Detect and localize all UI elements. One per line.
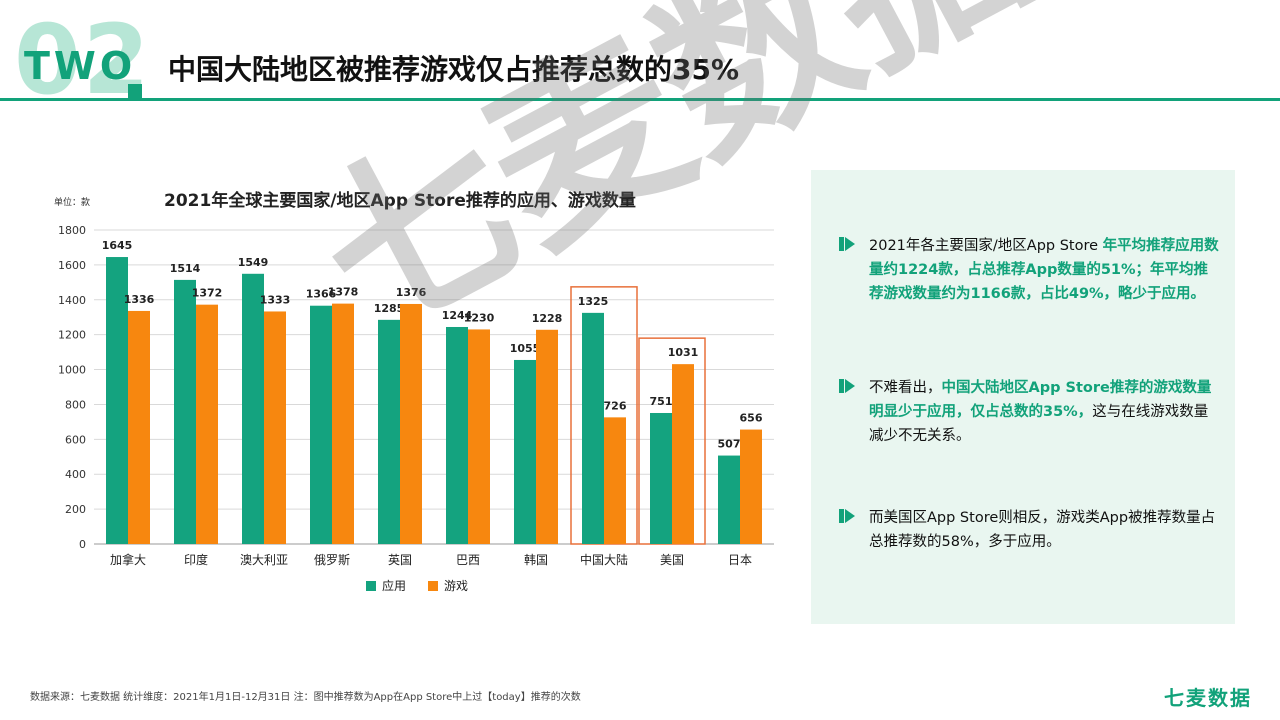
page-header: 02 TWO 中国大陆地区被推荐游戏仅占推荐总数的35% (0, 0, 1280, 108)
bar-value-label: 656 (740, 412, 763, 425)
bar (582, 312, 604, 544)
bar (718, 455, 740, 544)
bar (106, 257, 128, 544)
insight-text-1: 2021年各主要国家/地区App Store 年平均推荐应用数量约1224款，占… (869, 234, 1219, 306)
insight-text-segment: 年平均推荐应用数量约1224款，占总推荐App数量的51%；年平均推荐游戏数量约… (869, 238, 1219, 302)
bar (468, 329, 490, 544)
bar-value-label: 1055 (510, 342, 541, 355)
insight-panel: 2021年各主要国家/地区App Store 年平均推荐应用数量约1224款，占… (811, 170, 1235, 624)
y-tick-label: 1400 (58, 294, 86, 307)
header-divider (0, 98, 1280, 101)
bar (128, 310, 150, 544)
bar-value-label: 1366 (306, 288, 337, 301)
bar-value-label: 1376 (396, 286, 427, 299)
bullet-arrow-icon (839, 379, 855, 393)
y-tick-label: 1800 (58, 224, 86, 237)
insight-text-segment: 而美国区App Store则相反，游戏类App被推荐数量占总推荐数的58%，多于… (869, 510, 1216, 550)
insight-bullet-3: 而美国区App Store则相反，游戏类App被推荐数量占总推荐数的58%，多于… (839, 506, 1219, 554)
x-tick-label: 美国 (660, 553, 684, 567)
bar (650, 412, 672, 544)
bullet-arrow-icon (839, 237, 855, 251)
legend-label: 应用 (382, 578, 406, 593)
section-word: TWO (24, 44, 137, 88)
x-tick-label: 韩国 (524, 552, 548, 567)
insight-text-segment: 这与在线游戏数量减少不无关系。 (869, 404, 1209, 444)
y-tick-label: 400 (65, 468, 86, 481)
bar-value-label: 1378 (328, 286, 359, 299)
y-tick-label: 600 (65, 433, 86, 446)
x-tick-label: 英国 (388, 553, 412, 567)
bar-value-label: 1645 (102, 239, 133, 252)
y-tick-label: 1000 (58, 364, 86, 377)
bar (196, 304, 218, 544)
bar (378, 319, 400, 544)
y-tick-label: 1200 (58, 329, 86, 342)
bar-chart: 单位：款 2021年全球主要国家/地区App Store推荐的应用、游戏数量 0… (44, 180, 784, 610)
section-number: 02 (14, 4, 152, 116)
insight-text-segment: 中国大陆地区App Store推荐的游戏数量明显少于应用，仅占总数的35%， (869, 380, 1212, 420)
x-tick-label: 中国大陆 (580, 552, 628, 567)
bar-value-label: 1514 (170, 262, 201, 275)
y-tick-label: 1600 (58, 259, 86, 272)
bar (400, 303, 422, 544)
brand-logo: 七麦数据 (1164, 686, 1252, 710)
bar-value-label: 1244 (442, 309, 473, 322)
bar-value-label: 1325 (578, 295, 609, 308)
bar (604, 417, 626, 544)
bar (514, 359, 536, 544)
insight-text-segment: 不难看出， (869, 380, 942, 396)
bar (310, 305, 332, 544)
bar (536, 329, 558, 544)
bar-value-label: 1031 (668, 346, 699, 359)
chart-unit-label: 单位：款 (54, 198, 91, 208)
legend-swatch (428, 581, 438, 591)
bar-value-label: 1549 (238, 256, 269, 269)
bar (672, 364, 694, 544)
bar-value-label: 1285 (374, 302, 405, 315)
chart-canvas: 0 200 400 600 800 1000 1200 1400 1600 1800 1645 133… (58, 224, 774, 593)
bullet-arrow-icon (839, 509, 855, 523)
bar-value-label: 1372 (192, 287, 223, 300)
insight-bullet-2: 不难看出，中国大陆地区App Store推荐的游戏数量明显少于应用，仅占总数的3… (839, 376, 1219, 448)
x-tick-label: 俄罗斯 (314, 553, 350, 567)
bar-value-label: 751 (650, 395, 673, 408)
insight-text-3: 而美国区App Store则相反，游戏类App被推荐数量占总推荐数的58%，多于… (869, 506, 1219, 554)
y-tick-label: 0 (79, 538, 86, 551)
page-title: 中国大陆地区被推荐游戏仅占推荐总数的35% (168, 53, 740, 86)
insight-text-segment: 2021年各主要国家/地区App Store (869, 238, 1103, 254)
bar (242, 273, 264, 544)
y-tick-label: 800 (65, 398, 86, 411)
bar (174, 279, 196, 544)
x-tick-label: 澳大利亚 (240, 553, 288, 567)
x-tick-label: 印度 (184, 552, 208, 567)
x-tick-label: 巴西 (456, 553, 480, 567)
bar-value-label: 1336 (124, 293, 155, 306)
bar-value-label: 1230 (464, 311, 495, 324)
bar-value-label: 507 (718, 438, 741, 451)
bar (446, 326, 468, 544)
insight-text-2: 不难看出，中国大陆地区App Store推荐的游戏数量明显少于应用，仅占总数的3… (869, 376, 1219, 448)
bar (264, 311, 286, 544)
legend-swatch (366, 581, 376, 591)
bar-value-label: 726 (604, 399, 627, 412)
chart-title: 2021年全球主要国家/地区App Store推荐的应用、游戏数量 (164, 191, 636, 211)
bar (740, 429, 762, 544)
footer-source-note: 数据来源：七麦数据 统计维度：2021年1月1日-12月31日 注：图中推荐数为… (30, 692, 581, 703)
legend-label: 游戏 (444, 579, 468, 593)
y-tick-label: 200 (65, 503, 86, 516)
bar-value-label: 1333 (260, 293, 291, 306)
insight-bullet-1: 2021年各主要国家/地区App Store 年平均推荐应用数量约1224款，占… (839, 234, 1219, 306)
bar (332, 303, 354, 544)
bar-value-label: 1228 (532, 312, 563, 325)
x-tick-label: 日本 (728, 553, 752, 567)
x-tick-label: 加拿大 (110, 552, 146, 567)
section-dot (128, 84, 142, 98)
